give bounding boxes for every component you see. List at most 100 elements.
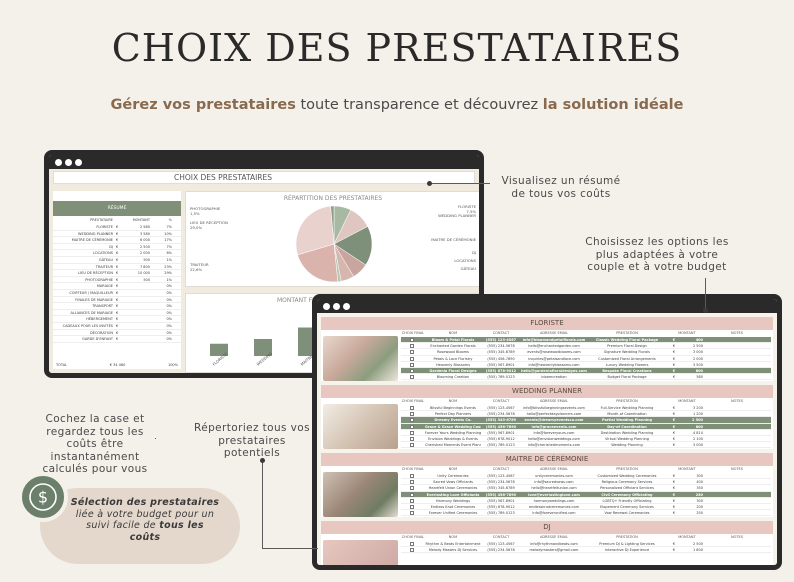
summary-row: TRANSPORT €0% [53, 303, 181, 310]
final-choice-checkbox[interactable] [410, 406, 414, 410]
final-choice-checkbox[interactable] [410, 436, 414, 441]
summary-row: MAITRE DE CÉRÉMONIE €6 000 17% [53, 237, 181, 244]
final-choice-checkbox[interactable] [410, 424, 414, 429]
vendor-row[interactable]: Forever Unified Ceremonies (555) 789-0123… [401, 510, 771, 517]
final-choice-checkbox[interactable] [410, 350, 414, 355]
summary-header: RÉSUMÉ [53, 201, 181, 216]
section-photo [323, 472, 398, 517]
window-dot-icon[interactable] [75, 158, 82, 166]
final-choice-checkbox[interactable] [410, 492, 414, 497]
pie-slice [295, 205, 335, 256]
window-titlebar [49, 155, 479, 169]
summary-row: WEDDING PLANNER €3 580 10% [53, 231, 181, 238]
summary-row: COIFFEUR / MAQUILLEUR €0% [53, 290, 181, 297]
vendor-body: FLORISTE CHOIX FINAL NOM CONTACT ADRESSE EMA… [317, 313, 777, 565]
vendor-row[interactable]: Rosewood Blooms (555) 345-6789 events@rose… [401, 349, 771, 356]
vendor-row[interactable]: Everlasting Love Officiants (555) 456-789… [401, 491, 771, 498]
vendor-row[interactable]: Heartfelt Union Ceremonies (555) 345-6789… [401, 485, 771, 492]
window-dot-icon[interactable] [55, 158, 62, 166]
final-choice-checkbox[interactable] [410, 486, 414, 491]
summary-row: DJ €2 500 7% [53, 244, 181, 251]
vendor-row[interactable]: Forever Yours Wedding Planning (555) 567-… [401, 430, 771, 436]
final-choice-checkbox[interactable] [410, 344, 414, 349]
summary-row: LIEU DE RÉCEPTION €10 000 29% [53, 270, 181, 277]
svg-text:$: $ [38, 488, 48, 507]
window-titlebar [317, 299, 777, 313]
final-choice-checkbox[interactable] [410, 430, 414, 435]
bar [298, 327, 316, 356]
final-choice-checkbox[interactable] [410, 504, 414, 509]
window-dot-icon[interactable] [333, 302, 340, 310]
vendor-window: FLORISTE CHOIX FINAL NOM CONTACT ADRESSE EMA… [312, 294, 782, 570]
final-choice-checkbox[interactable] [410, 443, 414, 448]
vendor-section: WEDDING PLANNER CHOIX FINAL NOM CONTACT ADRE… [321, 385, 773, 449]
vendor-section: MAITRE DE CÉRÉMONIE CHOIX FINAL NOM CONTACT… [321, 453, 773, 517]
pie-label-traiteur: TRAITEUR 22,6% [190, 262, 209, 272]
column-headers: CHOIX FINAL NOM CONTACT ADRESSE EMAIL PRESTA… [401, 467, 743, 471]
section-header: FLORISTE [321, 317, 773, 330]
callout-dot [427, 181, 432, 186]
column-headers: CHOIX FINAL NOM CONTACT ADRESSE EMAIL PRESTA… [401, 331, 743, 335]
vendor-row[interactable]: Envision Weddings & Events (555) 678-9012… [401, 436, 771, 443]
summary-row: DÉCORATION €0% [53, 330, 181, 337]
final-choice-checkbox[interactable] [410, 542, 414, 546]
summary-row: MARIAGE €0% [53, 283, 181, 290]
vendor-row[interactable]: Harmony Weddings (555) 567-8901 harmonywed… [401, 498, 771, 504]
window-dot-icon[interactable] [323, 302, 330, 310]
final-choice-checkbox[interactable] [410, 356, 414, 361]
final-choice-checkbox[interactable] [410, 480, 414, 485]
page-subtitle: Gérez vos prestataires toute transparenc… [110, 97, 684, 113]
window-dot-icon[interactable] [65, 158, 72, 166]
callout-visualisez: Visualisez un résumé de tous vos coûts [501, 175, 621, 200]
window-dot-icon[interactable] [343, 302, 350, 310]
column-headers: CHOIX FINAL NOM CONTACT ADRESSE EMAIL PRESTA… [401, 399, 743, 403]
vendor-row[interactable]: Blooming Creation (555) 789-0123 bloomcrea… [401, 374, 771, 381]
final-choice-checkbox[interactable] [410, 362, 414, 367]
vendor-row[interactable]: Petals & Lace Floristry (555) 456-7890 inq… [401, 356, 771, 362]
pie-label-dj: DJ [471, 250, 476, 255]
vendor-row[interactable]: Dreamy Events Co. (555) 345-6789 events@dr… [401, 417, 771, 424]
vendor-row[interactable]: Blissful Beginnings Events (555) 123-4567… [401, 405, 771, 412]
section-photo [323, 540, 398, 565]
summary-rows: FLORISTE €2 580 7% WEDDING PLANNER €3 580 10%… [53, 224, 181, 343]
final-choice-checkbox[interactable] [410, 368, 414, 373]
final-choice-checkbox[interactable] [410, 338, 414, 342]
pie-chart [295, 205, 373, 283]
vendor-row[interactable]: Heavenly Blossoms (555) 567-8901 info@heav… [401, 362, 771, 368]
callout-dot [703, 308, 708, 313]
vendor-row[interactable]: Cherished Moments Event Planners(555) 78… [401, 442, 771, 449]
vendor-row[interactable]: Endless Knot Ceremonies (555) 678-9012 end… [401, 504, 771, 511]
callout-cochez: Cochez la case et regardez tous les coût… [42, 413, 148, 475]
pie-label-fleur: FLORISTE 7,5% [457, 204, 476, 214]
vendor-row[interactable]: Enchanted Garden Florals (555) 234-5678 he… [401, 343, 771, 350]
vendor-row[interactable]: Perfect Day Planners (555) 234-5678 hello@… [401, 411, 771, 418]
summary-table: RÉSUMÉ PRESTATAIRE MONTANT % FLORISTE €2 … [53, 191, 181, 369]
final-choice-checkbox[interactable] [410, 498, 414, 503]
summary-col-headers: PRESTATAIRE MONTANT % [90, 218, 172, 222]
final-choice-checkbox[interactable] [410, 412, 414, 417]
section-photo [323, 404, 398, 449]
vendor-row[interactable]: Bloom & Petal Florals (555) 123-4567 info@… [401, 337, 771, 344]
final-choice-checkbox[interactable] [410, 511, 414, 516]
vendor-row[interactable]: Melody Masters DJ Services (555) 234-5678… [401, 547, 771, 554]
callout-dot [260, 458, 265, 463]
pie-label-gat: GÂTEAU [460, 266, 476, 271]
final-choice-checkbox[interactable] [410, 418, 414, 423]
pie-chart-panel: RÉPARTITION DES PRESTATAIRES PHOTOGRAPHI… [185, 191, 479, 287]
vendor-row[interactable]: Unity Ceremonies (555) 123-4567 unitycerem… [401, 473, 771, 480]
vendor-row[interactable]: Grace & Grace Wedding Coordinat(555) 456… [401, 423, 771, 430]
final-choice-checkbox[interactable] [410, 548, 414, 553]
vendor-row[interactable]: Gardenia Floral Designs (555) 678-9012 hel… [401, 367, 771, 375]
vendor-row[interactable]: Rhythm & Beats Entertainment (555) 123-45… [401, 541, 771, 548]
column-headers: CHOIX FINAL NOM CONTACT ADRESSE EMAIL PRESTA… [401, 535, 743, 539]
pie-label-loc: LOCATIONS [454, 258, 476, 263]
summary-row: CADEAUX POUR LES INVITÉS €0% [53, 323, 181, 330]
summary-row: PHOTOGRAPHIE €500 1% [53, 277, 181, 284]
final-choice-checkbox[interactable] [410, 474, 414, 478]
section-photo [323, 336, 398, 381]
pie-label-photo: PHOTOGRAPHIE 1,5% [190, 206, 221, 216]
vendor-row[interactable]: Sacred Vows Officiants (555) 234-5678 info… [401, 479, 771, 486]
pie-label-wp: WEDDING PLANNER [438, 213, 476, 218]
pie-slice [330, 205, 335, 245]
final-choice-checkbox[interactable] [410, 375, 414, 380]
